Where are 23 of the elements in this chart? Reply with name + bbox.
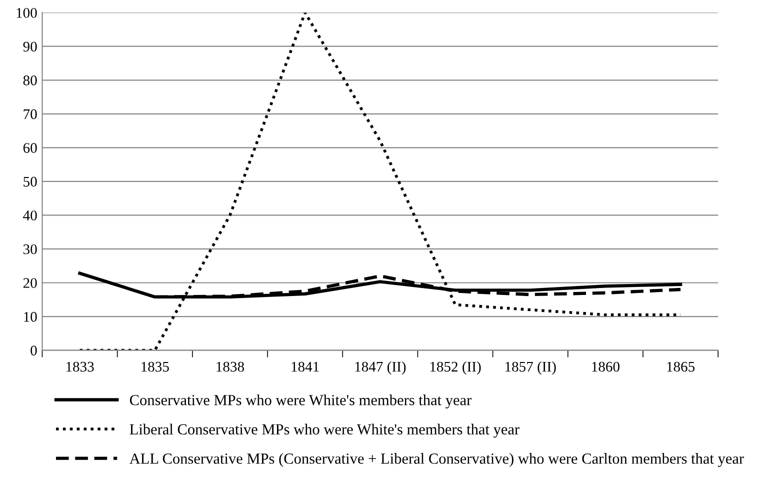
x-tick-label: 1835 xyxy=(142,362,169,372)
x-tick-label: 1852 (II) xyxy=(430,361,481,375)
y-tick-label: 50 xyxy=(24,176,37,187)
x-tick-label: 1865 xyxy=(667,362,695,372)
legend-label: Liberal Conservative MPs who were White's members that year xyxy=(130,424,520,438)
x-tick-label: 1847 (II) xyxy=(355,361,406,375)
y-tick-label: 10 xyxy=(24,312,37,322)
y-tick-label: 0 xyxy=(30,346,37,356)
y-tick-label: 90 xyxy=(23,42,37,52)
y-tick-label: 40 xyxy=(23,210,37,220)
y-tick-label: 60 xyxy=(23,143,37,153)
y-tick-label: 70 xyxy=(24,109,37,120)
x-tick-label: 1857 (II) xyxy=(506,361,556,375)
x-tick-label: 1833 xyxy=(66,362,94,372)
y-tick-label: 30 xyxy=(23,244,37,254)
y-tick-label: 80 xyxy=(23,76,37,86)
y-tick-label: 20 xyxy=(23,278,37,288)
legend-label: ALL Conservative MPs (Conservative + Liberal Conservative) who were Carlton members that year xyxy=(129,453,744,467)
x-tick-label: 1838 xyxy=(216,362,244,372)
y-tick-label: 100 xyxy=(16,8,37,18)
x-tick-label: 1860 xyxy=(592,362,620,372)
legend-label: Conservative MPs who were White's members that year xyxy=(130,394,472,408)
x-tick-label: 1841 xyxy=(292,362,319,372)
